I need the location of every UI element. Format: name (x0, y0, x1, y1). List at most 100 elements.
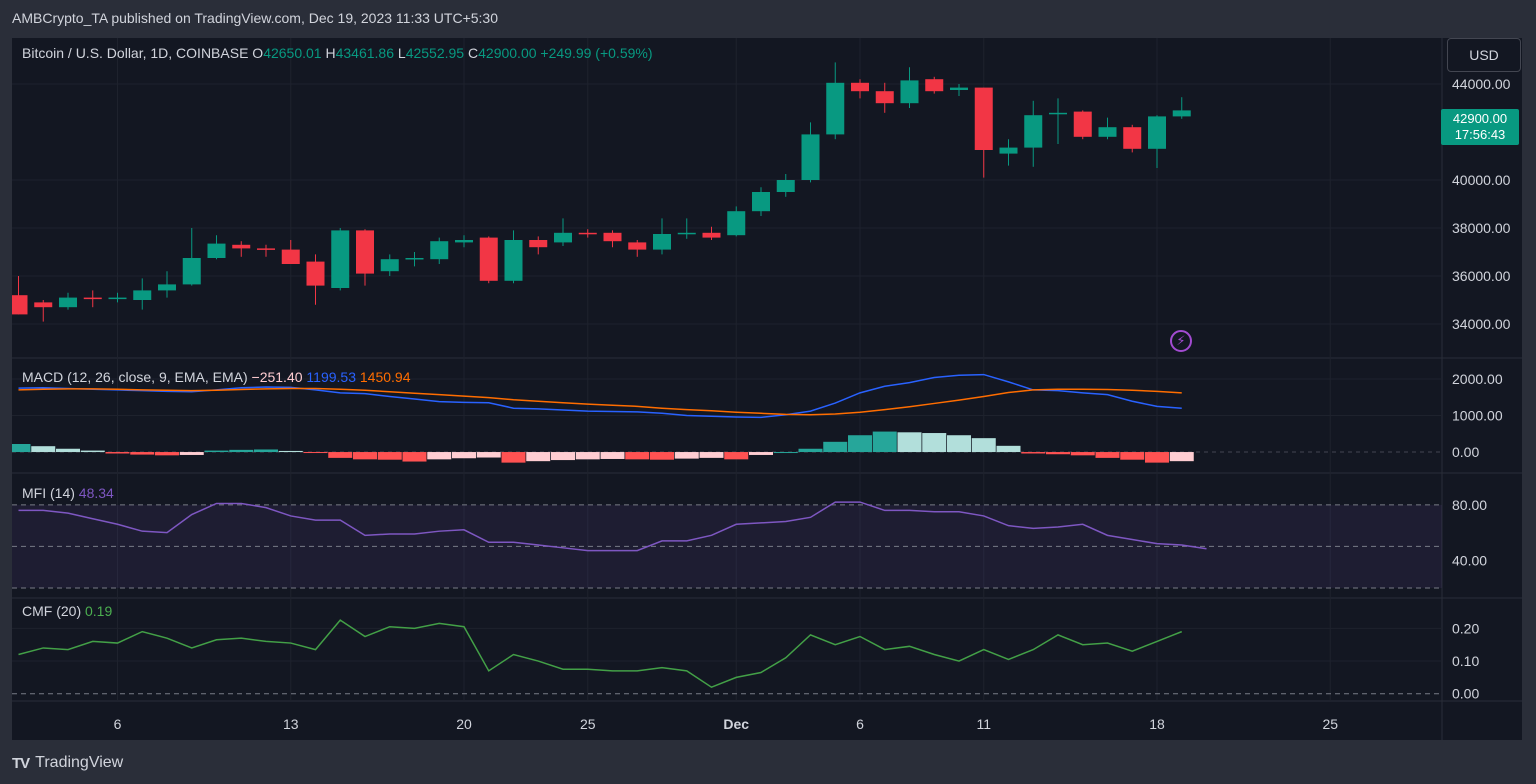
candle-body (900, 80, 919, 104)
macd-histogram-bar (1145, 452, 1169, 463)
macd-histogram-bar (551, 452, 575, 461)
macd-histogram-bar (1120, 452, 1145, 460)
footer: TV TradingView (12, 752, 123, 774)
ohlc-label: C (468, 45, 478, 61)
ohlc-high: 43461.86 (336, 45, 398, 61)
macd-histogram-bar (353, 452, 377, 460)
mfi-legend-name: MFI (14) (22, 485, 79, 501)
candle-body (281, 249, 300, 264)
ohlc-close: 42900.00 (478, 45, 540, 61)
macd-histogram-bar (501, 452, 526, 463)
macd-histogram-bar (971, 438, 996, 453)
price-tick-label: 34000.00 (1452, 316, 1511, 332)
tradingview-logo-icon: TV (12, 754, 30, 772)
ohlc-low: 42552.95 (406, 45, 468, 61)
candle-body (1049, 112, 1067, 115)
last-price-value: 42900.00 (1452, 111, 1508, 126)
mfi-legend: MFI (14) 48.34 (22, 485, 114, 501)
macd-histogram-bar (427, 452, 452, 460)
currency-button[interactable]: USD (1447, 38, 1521, 72)
candle-body (306, 261, 325, 286)
chart-frame[interactable]: 44000.00 40000.00 38000.00 36000.00 34000.00… (6, 38, 1522, 740)
candle-body (108, 297, 127, 300)
time-tick-label: 25 (1322, 716, 1338, 732)
macd-histogram-bar (229, 449, 254, 453)
chart-canvas[interactable]: 44000.00 40000.00 38000.00 36000.00 34000.00… (6, 38, 1522, 740)
macd-histogram-bar (1095, 452, 1120, 458)
macd-histogram-bar (798, 448, 823, 453)
macd-histogram-bar (476, 452, 501, 458)
price-tick-label: 44000.00 (1452, 76, 1511, 92)
candle-body (974, 87, 993, 150)
ohlc-change: +249.99 (+0.59%) (540, 45, 652, 61)
time-tick-label: Dec (723, 716, 749, 732)
last-price-tag: 42900.00 17:56:43 (1441, 109, 1519, 145)
candle-body (257, 248, 275, 250)
candle-body (83, 297, 102, 300)
macd-histogram-bar (31, 446, 56, 453)
macd-histogram-bar (328, 452, 353, 458)
macd-histogram-bar (773, 452, 798, 454)
macd-legend-signal: 1450.94 (360, 369, 411, 385)
candle-body (801, 134, 820, 180)
candle-body (1073, 111, 1092, 137)
candle-body (232, 244, 251, 249)
macd-histogram-bar (80, 450, 105, 453)
cmf-legend-name: CMF (20) (22, 603, 85, 619)
macd-histogram-bar (1169, 452, 1194, 462)
mfi-tick-label: 80.00 (1452, 497, 1487, 513)
signal-line (18, 387, 1182, 416)
candle-body (628, 242, 647, 250)
tradingview-brand[interactable]: TradingView (35, 754, 124, 771)
mfi-tick-label: 40.00 (1452, 552, 1487, 568)
cmf-tick-label: 0.20 (1452, 620, 1479, 636)
macd-histogram-bar (699, 452, 724, 458)
candle-body (529, 240, 548, 248)
price-tick-label: 40000.00 (1452, 172, 1511, 188)
macd-histogram-bar (105, 452, 130, 454)
macd-histogram-bar (179, 452, 204, 455)
candle-body (653, 234, 671, 250)
macd-histogram-bar (278, 450, 303, 453)
macd-histogram-bar (848, 435, 872, 453)
macd-histogram-bar (402, 452, 427, 462)
candle-body (479, 237, 498, 281)
macd-histogram-bar (303, 452, 328, 454)
symbol-legend: Bitcoin / U.S. Dollar, 1D, COINBASE O426… (22, 45, 653, 61)
candle-body (925, 79, 944, 92)
candle-body (851, 82, 869, 92)
macd-histogram-bar (1070, 452, 1095, 456)
macd-histogram-bar (600, 452, 625, 459)
macd-histogram-bar (724, 452, 749, 460)
candle-body (59, 297, 77, 308)
macd-tick-label: 1000.00 (1452, 408, 1503, 424)
time-tick-label: 18 (1149, 716, 1165, 732)
candle-body (1148, 116, 1166, 149)
cmf-legend-value: 0.19 (85, 603, 112, 619)
macd-histogram-bar (526, 452, 551, 462)
macd-histogram-bar (872, 431, 897, 453)
candle-body (34, 302, 53, 308)
macd-tick-label: 0.00 (1452, 444, 1479, 460)
macd-legend-name: MACD (12, 26, close, 9, EMA, EMA) (22, 369, 252, 385)
candle-body (578, 232, 597, 235)
candle-body (702, 232, 721, 238)
macd-histogram-bar (823, 441, 848, 453)
candle-body (875, 91, 894, 104)
candle-body (158, 284, 176, 291)
time-tick-label: 25 (580, 716, 596, 732)
macd-histogram-bar (56, 448, 80, 453)
macd-histogram-bar (452, 452, 476, 459)
candle-body (1123, 127, 1142, 149)
lightning-icon[interactable]: ⚡ (1170, 330, 1192, 352)
time-tick-label: 6 (114, 716, 122, 732)
macd-legend: MACD (12, 26, close, 9, EMA, EMA) −251.4… (22, 369, 411, 385)
candle-body (999, 147, 1018, 154)
macd-histogram-bar (130, 452, 155, 455)
macd-legend-hist: −251.40 (252, 369, 307, 385)
time-tick-label: 11 (976, 716, 991, 732)
macd-histogram-bar (674, 452, 699, 459)
macd-histogram-bar (204, 450, 229, 453)
mfi-legend-value: 48.34 (79, 485, 114, 501)
mfi-line (18, 501, 1207, 552)
